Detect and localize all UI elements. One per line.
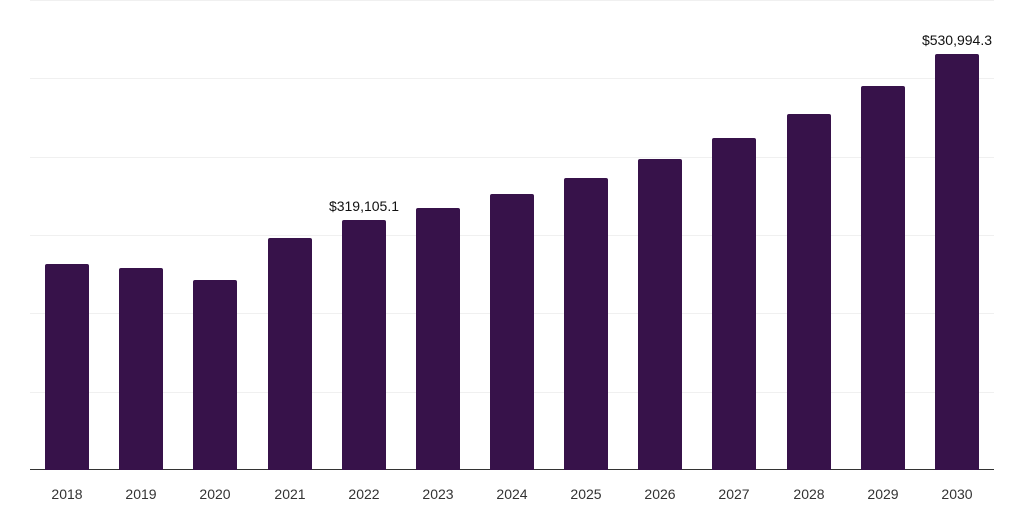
bar-2024[interactable]: [490, 194, 534, 470]
x-tick-label: 2028: [793, 486, 825, 502]
x-tick-label: 2019: [125, 486, 157, 502]
data-label-2030: $530,994.3: [921, 32, 993, 48]
bar-2026[interactable]: [638, 159, 682, 470]
bar-2030[interactable]: [935, 54, 979, 470]
x-tick-label: 2026: [644, 486, 676, 502]
x-tick-label: 2025: [570, 486, 602, 502]
x-tick-label: 2027: [718, 486, 750, 502]
bar-2020[interactable]: [193, 280, 237, 470]
gridline: [30, 0, 994, 1]
x-tick-label: 2018: [51, 486, 83, 502]
x-tick-label: 2030: [941, 486, 973, 502]
bar-2025[interactable]: [564, 178, 608, 470]
x-tick-label: 2021: [274, 486, 306, 502]
data-label-2022: $319,105.1: [328, 198, 400, 214]
bar-2029[interactable]: [861, 86, 905, 470]
bar-2021[interactable]: [268, 238, 312, 470]
bar-2018[interactable]: [45, 264, 89, 470]
x-tick-label: 2020: [199, 486, 231, 502]
gridline: [30, 157, 994, 158]
x-tick-label: 2024: [496, 486, 528, 502]
x-tick-label: 2029: [867, 486, 899, 502]
bar-2023[interactable]: [416, 208, 460, 470]
bar-2019[interactable]: [119, 268, 163, 470]
x-tick-label: 2022: [348, 486, 380, 502]
bar-2028[interactable]: [787, 114, 831, 470]
bar-2022[interactable]: [342, 220, 386, 470]
bar-2027[interactable]: [712, 138, 756, 470]
x-tick-label: 2023: [422, 486, 454, 502]
gridline: [30, 78, 994, 79]
